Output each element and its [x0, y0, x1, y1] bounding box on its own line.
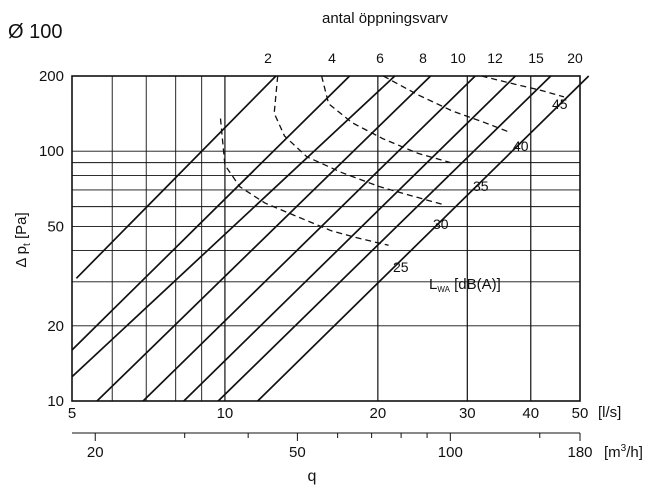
sound-level-30: 30 — [433, 216, 449, 232]
x-tick-5: 5 — [68, 405, 76, 422]
sound-level-label: LWA [dB(A)] — [429, 276, 501, 294]
turn-label-2: 2 — [264, 50, 272, 66]
sound-level-labels: 25 30 35 40 45 — [393, 96, 568, 275]
y-tick-50: 50 — [47, 218, 64, 235]
opening-line-20 — [257, 75, 590, 402]
labels: Ø 100 antal öppningsvarv Δ pt [Pa] q [l/s] [m… — [8, 10, 643, 485]
x-axis-label: q — [308, 468, 317, 485]
turn-label-12: 12 — [487, 50, 503, 66]
grid — [72, 76, 580, 401]
opening-turn-labels: 2 4 6 8 10 12 15 20 — [264, 50, 583, 66]
sound-level-curves — [219, 75, 565, 246]
x2-tick-180: 180 — [567, 444, 592, 461]
x2-unit: [m3/h] — [604, 443, 643, 461]
opening-line-10 — [142, 75, 476, 402]
turn-label-8: 8 — [419, 50, 427, 66]
x-tick-labels: 5 10 20 30 40 50 — [68, 405, 589, 422]
y-tick-100: 100 — [39, 143, 64, 160]
x-tick-50: 50 — [572, 405, 589, 422]
top-axis-label: antal öppningsvarv — [322, 10, 448, 27]
sound-level-35: 35 — [473, 178, 489, 194]
x2-tick-labels: 20 50 100 180 — [87, 433, 593, 461]
turn-label-10: 10 — [450, 50, 466, 66]
opening-line-15 — [217, 75, 552, 402]
sound-curve-45 — [481, 75, 565, 98]
sound-curve-25 — [219, 118, 389, 246]
opening-line-8 — [96, 75, 432, 402]
opening-line-2 — [75, 75, 277, 279]
sound-curve-35 — [320, 75, 451, 164]
opening-line-6 — [71, 75, 396, 378]
sound-level-40: 40 — [513, 138, 529, 154]
sound-level-25: 25 — [393, 259, 409, 275]
x-unit: [l/s] — [598, 404, 621, 421]
sound-curve-30 — [273, 75, 445, 206]
plot-frame — [71, 75, 581, 402]
turn-label-20: 20 — [567, 50, 583, 66]
sound-curve-40 — [382, 75, 508, 133]
x2-tick-50: 50 — [289, 444, 306, 461]
y-tick-labels: 10 20 50 100 200 — [39, 68, 64, 410]
x-tick-10: 10 — [217, 405, 234, 422]
opening-line-12 — [183, 75, 516, 402]
chart-title: Ø 100 — [8, 21, 62, 43]
x-tick-30: 30 — [459, 405, 476, 422]
turn-label-6: 6 — [376, 50, 384, 66]
y-axis-label: Δ pt [Pa] — [13, 212, 33, 267]
opening-line-4 — [71, 75, 351, 351]
y-tick-20: 20 — [47, 318, 64, 335]
x-tick-20: 20 — [370, 405, 387, 422]
y-tick-10: 10 — [47, 393, 64, 410]
turn-label-4: 4 — [328, 50, 336, 66]
x2-tick-20: 20 — [87, 444, 104, 461]
opening-lines — [71, 75, 590, 402]
x2-tick-100: 100 — [438, 444, 463, 461]
sound-level-45: 45 — [552, 96, 568, 112]
y-tick-200: 200 — [39, 68, 64, 85]
x-tick-40: 40 — [522, 405, 539, 422]
turn-label-15: 15 — [528, 50, 544, 66]
